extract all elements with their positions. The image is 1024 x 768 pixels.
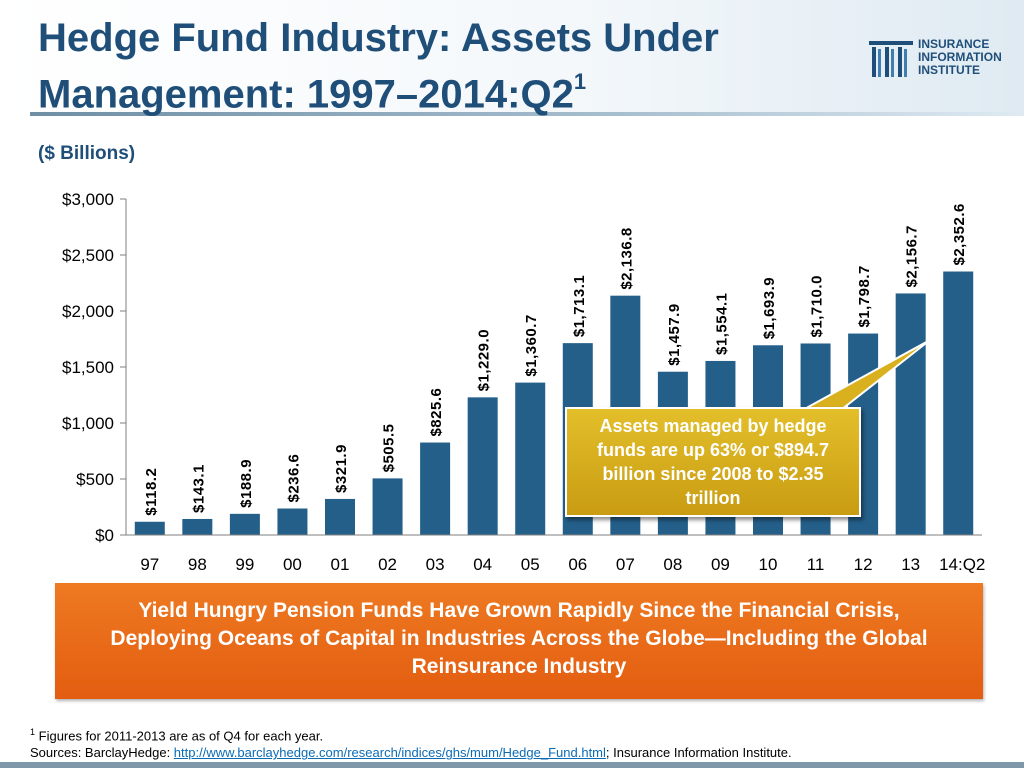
bar-data-label: $2,136.8 [618,227,635,289]
x-tick-label: 14:Q2 [939,555,985,574]
bar-data-label: $118.2 [143,468,160,516]
bar-data-label: $1,693.9 [761,277,778,339]
bar-data-label: $1,713.1 [571,275,588,337]
x-tick-label: 02 [378,555,397,574]
bar [182,518,213,535]
bar-data-label: $1,710.0 [809,275,826,337]
bar [515,382,546,535]
footnote-text: Figures for 2011-2013 are as of Q4 for e… [38,728,324,744]
bar [277,508,308,535]
bar-data-label: $321.9 [333,444,350,493]
y-tick-label: $1,500 [62,358,114,377]
headline-banner: Yield Hungry Pension Funds Have Grown Ra… [55,583,983,699]
footnote-marker: 1 [30,727,36,737]
bar [229,513,260,535]
bar [134,521,165,535]
y-tick-label: $2,500 [62,246,114,265]
x-tick-label: 07 [616,555,635,574]
header-divider [30,112,1024,116]
logo-line-3: INSTITUTE [918,63,980,77]
x-tick-label: 13 [901,555,920,574]
x-tick-label: 12 [854,555,873,574]
bar [467,397,498,535]
bottom-bar [0,762,1024,768]
bar-data-label: $505.5 [381,423,398,472]
logo-line-2: INFORMATION [918,50,1002,64]
barclayhedge-link[interactable]: http://www.barclayhedge.com/research/ind… [173,745,606,761]
bar-data-label: $1,798.7 [856,265,873,327]
bar-data-label: $1,457.9 [666,303,683,365]
bar-data-label: $236.6 [285,454,302,503]
x-tick-label: 00 [283,555,302,574]
bar [420,442,451,535]
bar-data-label: $825.6 [428,388,445,437]
bar [895,293,926,535]
bar [943,271,974,535]
chart-units-label: ($ Billions) [38,143,136,164]
title-line-1: Hedge Fund Industry: Assets Under [38,16,719,60]
x-tick-label: 97 [140,555,159,574]
x-tick-label: 11 [807,555,825,574]
x-tick-label: 99 [235,555,254,574]
iii-logo: INSURANCE INFORMATION INSTITUTE [868,38,1018,80]
x-tick-label: 08 [663,555,682,574]
y-tick-label: $2,000 [62,302,114,321]
y-tick-label: $3,000 [62,190,114,209]
logo-line-1: INSURANCE [918,37,990,51]
iii-logo-icon [869,41,913,77]
x-tick-label: 06 [568,555,587,574]
bar-data-label: $143.1 [190,464,207,513]
footnote-sources: Sources: BarclayHedge: http://www.barcla… [30,744,792,761]
bar [325,498,355,535]
bar [372,478,403,535]
header-band [0,0,1024,112]
bar-data-label: $1,229.0 [476,329,493,391]
x-tick-label: 03 [426,555,445,574]
title-line-2: Management: 1997–2014:Q2 [38,72,574,117]
x-tick-label: 01 [331,555,350,574]
bar-data-label: $2,156.7 [904,225,921,287]
sources-suffix: ; Insurance Information Institute. [605,745,792,761]
sources-prefix: Sources: BarclayHedge: [30,745,174,761]
x-tick-label: 10 [759,555,778,574]
y-tick-label: $500 [76,470,114,489]
y-tick-label: $1,000 [62,414,114,433]
x-tick-label: 04 [473,555,492,574]
x-tick-label: 09 [711,555,730,574]
title-footnote-marker: 1 [573,69,587,94]
iii-logo-text: INSURANCE INFORMATION INSTITUTE [918,38,1002,77]
bar-data-label: $1,360.7 [523,314,540,376]
bar-data-label: $1,554.1 [713,293,730,355]
footnote: 1 Figures for 2011-2013 are as of Q4 for… [30,724,792,761]
page-title: Hedge Fund Industry: Assets Under Managem… [38,14,838,118]
x-tick-label: 05 [521,555,540,574]
bar-data-label: $2,352.6 [951,203,968,265]
y-axis: $0 $500 $1,000 $1,500 $2,000 $2,500 $3,000 [62,190,127,545]
y-tick-label: $0 [95,526,114,545]
x-tick-label: 98 [188,555,207,574]
footnote-note: 1 Figures for 2011-2013 are as of Q4 for… [30,724,792,744]
x-axis-labels: 97 98 99 00 01 02 03 04 05 06 07 08 09 10 11 12 13 14:Q2 [140,555,985,574]
callout-box: Assets managed by hedge funds are up 63%… [565,407,861,517]
bar-data-label: $188.9 [238,459,255,508]
